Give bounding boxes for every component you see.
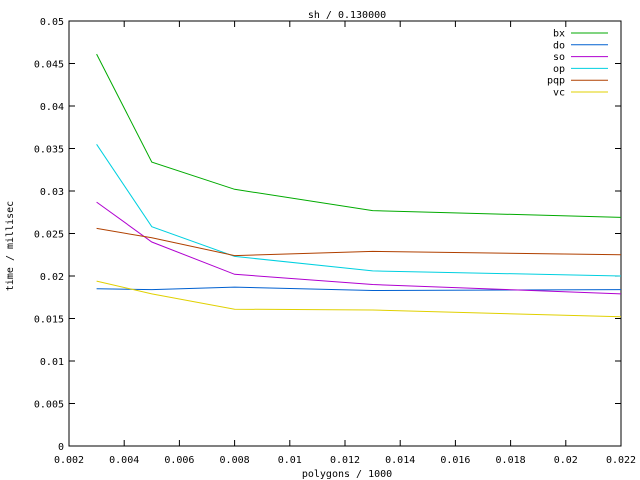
series-lines: [96, 53, 622, 318]
x-tick-label: 0.008: [220, 455, 250, 466]
x-axis: 0.002 0.004 0.006 0.008 0.01 0.012 0.014 0.016 0…: [54, 21, 636, 466]
y-tick-label: 0.015: [34, 315, 64, 326]
y-axis-label: time / millisec: [5, 201, 16, 291]
x-tick-label: 0.004: [109, 455, 139, 466]
legend-label-do: do: [553, 40, 565, 51]
y-tick-label: 0.05: [40, 17, 64, 28]
y-tick-label: 0.035: [34, 145, 64, 156]
y-tick-label: 0.025: [34, 230, 64, 241]
x-tick-label: 0.016: [440, 455, 470, 466]
x-tick-label: 0.022: [606, 455, 636, 466]
y-tick-label: 0.045: [34, 60, 64, 71]
series-line-bx: [96, 53, 622, 218]
x-axis-label: polygons / 1000: [302, 469, 392, 480]
chart-title: sh / 0.130000: [308, 10, 386, 21]
x-tick-label: 0.018: [496, 455, 526, 466]
x-tick-label: 0.006: [164, 455, 194, 466]
y-tick-label: 0: [58, 442, 64, 453]
series-line-so: [96, 201, 622, 295]
series-line-op: [96, 144, 622, 277]
y-tick-label: 0.005: [34, 400, 64, 411]
x-tick-label: 0.002: [54, 455, 84, 466]
y-tick-label: 0.04: [40, 102, 64, 113]
x-tick-label: 0.014: [385, 455, 415, 466]
y-tick-label: 0.02: [40, 272, 64, 283]
x-tick-label: 0.01: [278, 455, 302, 466]
series-line-vc: [96, 280, 622, 318]
legend-label-op: op: [553, 64, 565, 75]
legend-label-vc: vc: [553, 88, 565, 99]
legend-label-bx: bx: [553, 29, 565, 40]
series-line-do: [96, 286, 622, 292]
y-tick-label: 0.03: [40, 187, 64, 198]
x-tick-label: 0.02: [554, 455, 578, 466]
series-line-pqp: [96, 227, 622, 257]
plot-frame: [68, 20, 622, 447]
y-tick-label: 0.01: [40, 357, 64, 368]
y-axis: 0 0.005 0.01 0.015 0.02 0.025 0.03 0.035 0.04 0.0…: [34, 17, 621, 453]
x-tick-label: 0.012: [330, 455, 360, 466]
legend-label-so: so: [553, 52, 565, 63]
legend-label-pqp: pqp: [547, 76, 565, 87]
